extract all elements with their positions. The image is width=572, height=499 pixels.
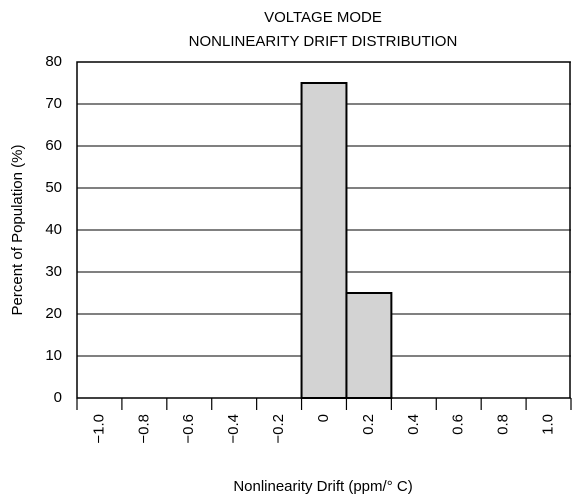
x-axis-label: Nonlinearity Drift (ppm/° C) xyxy=(233,478,412,495)
plot-frame xyxy=(76,61,571,399)
bar xyxy=(345,292,393,399)
y-tick-label: 60 xyxy=(45,137,62,154)
x-tick-label: 0.2 xyxy=(360,414,377,435)
y-tick-label: 70 xyxy=(45,95,62,112)
x-tick-label: 1.0 xyxy=(540,414,557,435)
y-tick-label: 80 xyxy=(45,53,62,70)
y-axis-label: Percent of Population (%) xyxy=(9,145,26,316)
bar xyxy=(300,82,348,399)
x-tick-label: 0 xyxy=(315,414,332,422)
x-tick-label: −0.6 xyxy=(180,414,197,444)
x-tick-label: −0.2 xyxy=(270,414,287,444)
y-tick-label: 50 xyxy=(45,179,62,196)
x-tick-label: 0.8 xyxy=(495,414,512,435)
x-tick-label: −0.8 xyxy=(135,414,152,444)
y-tick-label: 10 xyxy=(45,347,62,364)
y-tick-label: 20 xyxy=(45,305,62,322)
y-tick-label: 0 xyxy=(54,389,62,406)
y-tick-label: 40 xyxy=(45,221,62,238)
x-tick-label: −1.0 xyxy=(90,414,107,444)
x-tick-label: −0.4 xyxy=(225,414,242,444)
y-tick-label: 30 xyxy=(45,263,62,280)
x-tick-label: 0.4 xyxy=(405,414,422,435)
x-tick-label: 0.6 xyxy=(450,414,467,435)
chart-title: VOLTAGE MODE xyxy=(264,9,382,26)
chart-subtitle: NONLINEARITY DRIFT DISTRIBUTION xyxy=(189,33,458,50)
